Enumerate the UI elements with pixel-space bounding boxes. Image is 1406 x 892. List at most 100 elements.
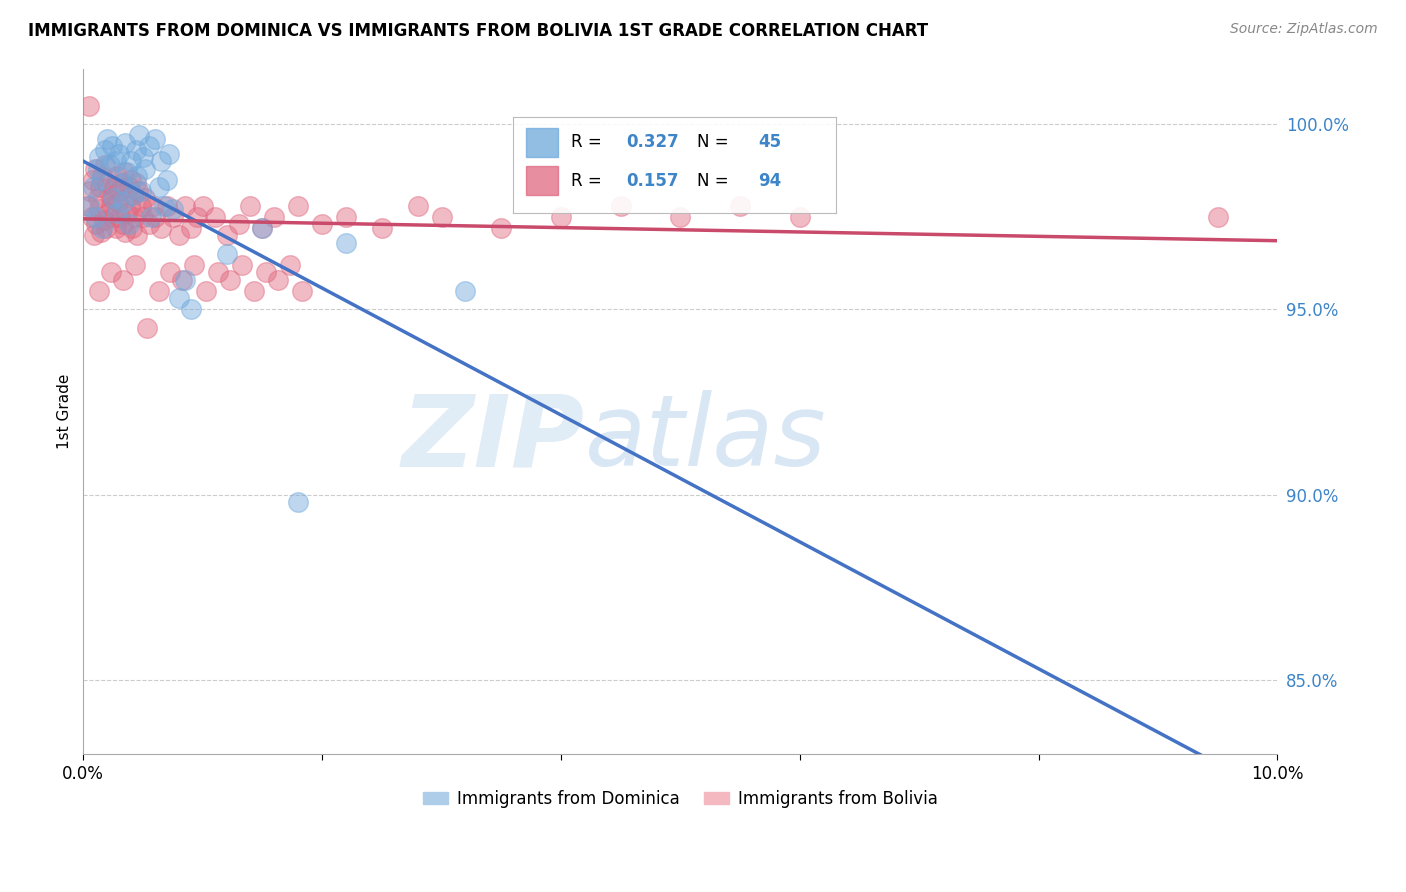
Point [97,206,120,220]
Point [114,136,136,150]
Point [79,184,101,198]
Point [287,199,309,213]
Point [135,321,157,335]
Point [128,128,150,143]
Point [125,177,148,191]
Point [104,154,127,169]
Text: IMMIGRANTS FROM DOMINICA VS IMMIGRANTS FROM BOLIVIA 1ST GRADE CORRELATION CHART: IMMIGRANTS FROM DOMINICA VS IMMIGRANTS F… [28,22,928,40]
Point [111,194,134,209]
Point [491,220,513,235]
Point [191,199,214,213]
Text: ZIP: ZIP [402,391,585,487]
Point [243,284,266,298]
Point [278,258,301,272]
Point [91,169,114,183]
Point [101,139,124,153]
Point [94,220,117,235]
Point [311,217,333,231]
Point [90,225,112,239]
Point [728,199,751,213]
Y-axis label: 1st Grade: 1st Grade [58,374,72,449]
Point [94,143,117,157]
Point [207,265,229,279]
Point [159,265,181,279]
Point [118,199,141,213]
Point [454,284,477,298]
Point [80,210,103,224]
Point [134,161,156,176]
Point [789,210,811,224]
Point [215,247,238,261]
Point [252,220,274,235]
Point [86,191,108,205]
Point [669,210,692,224]
Point [162,210,184,224]
Point [98,187,121,202]
Point [1206,210,1229,224]
Point [406,199,429,213]
Point [124,210,146,224]
Point [132,210,155,224]
Legend: Immigrants from Dominica, Immigrants from Bolivia: Immigrants from Dominica, Immigrants fro… [416,783,945,814]
Point [122,187,145,202]
Point [335,210,357,224]
Point [117,165,139,179]
Point [103,180,125,194]
Point [125,228,148,243]
Point [87,151,110,165]
Point [117,206,139,220]
Point [149,154,172,169]
Point [180,220,202,235]
Point [114,225,136,239]
Point [138,217,160,231]
Point [122,187,145,202]
Point [143,210,166,224]
Text: Source: ZipAtlas.com: Source: ZipAtlas.com [1230,22,1378,37]
Point [228,217,250,231]
Point [108,146,131,161]
Point [110,210,132,224]
Point [609,199,631,213]
Point [115,191,138,205]
Point [118,180,141,194]
Point [430,210,453,224]
Point [263,210,285,224]
Point [82,172,104,186]
Point [148,180,170,194]
Point [101,191,124,205]
Point [186,210,208,224]
Point [156,172,179,186]
Point [127,184,149,198]
Point [89,180,111,194]
Point [291,284,314,298]
Point [252,220,274,235]
Point [132,151,155,165]
Point [120,154,142,169]
Point [254,265,277,279]
Point [138,139,160,153]
Point [167,228,190,243]
Point [110,177,132,191]
Point [121,220,143,235]
Point [231,258,253,272]
Point [86,217,108,231]
Point [141,210,163,224]
Point [86,161,108,176]
Point [100,199,122,213]
Point [96,132,118,146]
Point [77,199,100,213]
Point [87,284,110,298]
Point [129,184,152,198]
Point [111,217,134,231]
Point [550,210,572,224]
Point [215,228,238,243]
Point [204,210,226,224]
Point [148,284,170,298]
Point [84,210,107,224]
Point [142,199,165,213]
Point [239,199,262,213]
Point [173,199,195,213]
Point [371,220,394,235]
Point [180,302,202,317]
Text: atlas: atlas [585,391,827,487]
